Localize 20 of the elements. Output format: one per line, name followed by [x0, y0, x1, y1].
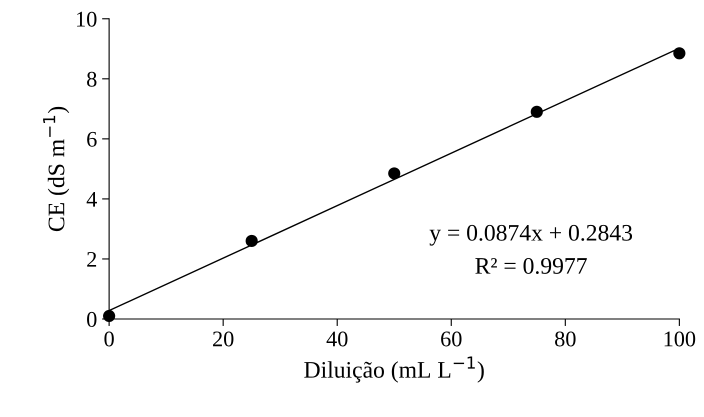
- y-tick-label: 10: [77, 12, 96, 27]
- y-axis-title: CE (dS m$^{−1}$): [43, 106, 70, 232]
- point: [530, 106, 543, 118]
- x-tick-label: 40: [326, 331, 348, 346]
- point: [673, 47, 686, 60]
- x-tick-label: 20: [213, 331, 234, 346]
- annotation: R² = 0.9977: [475, 258, 587, 274]
- y-tick-label: 2: [87, 252, 96, 267]
- point: [388, 167, 400, 180]
- x-tick-label: 100: [664, 331, 696, 346]
- x-tick-label: 0: [104, 331, 114, 346]
- x-tick-label: 60: [441, 331, 462, 346]
- y-tick-label: 8: [87, 72, 96, 87]
- y-tick-label: 0: [87, 312, 96, 327]
- x-axis-title: Diluição (mL L$^{−1}$): [304, 356, 484, 383]
- annotation: y = 0.0874x + 0.2843: [430, 224, 632, 246]
- x-tick-label: 80: [555, 331, 576, 346]
- y-tick-label: 6: [87, 132, 97, 147]
- y-tick-label: 4: [86, 192, 97, 207]
- point: [246, 234, 258, 248]
